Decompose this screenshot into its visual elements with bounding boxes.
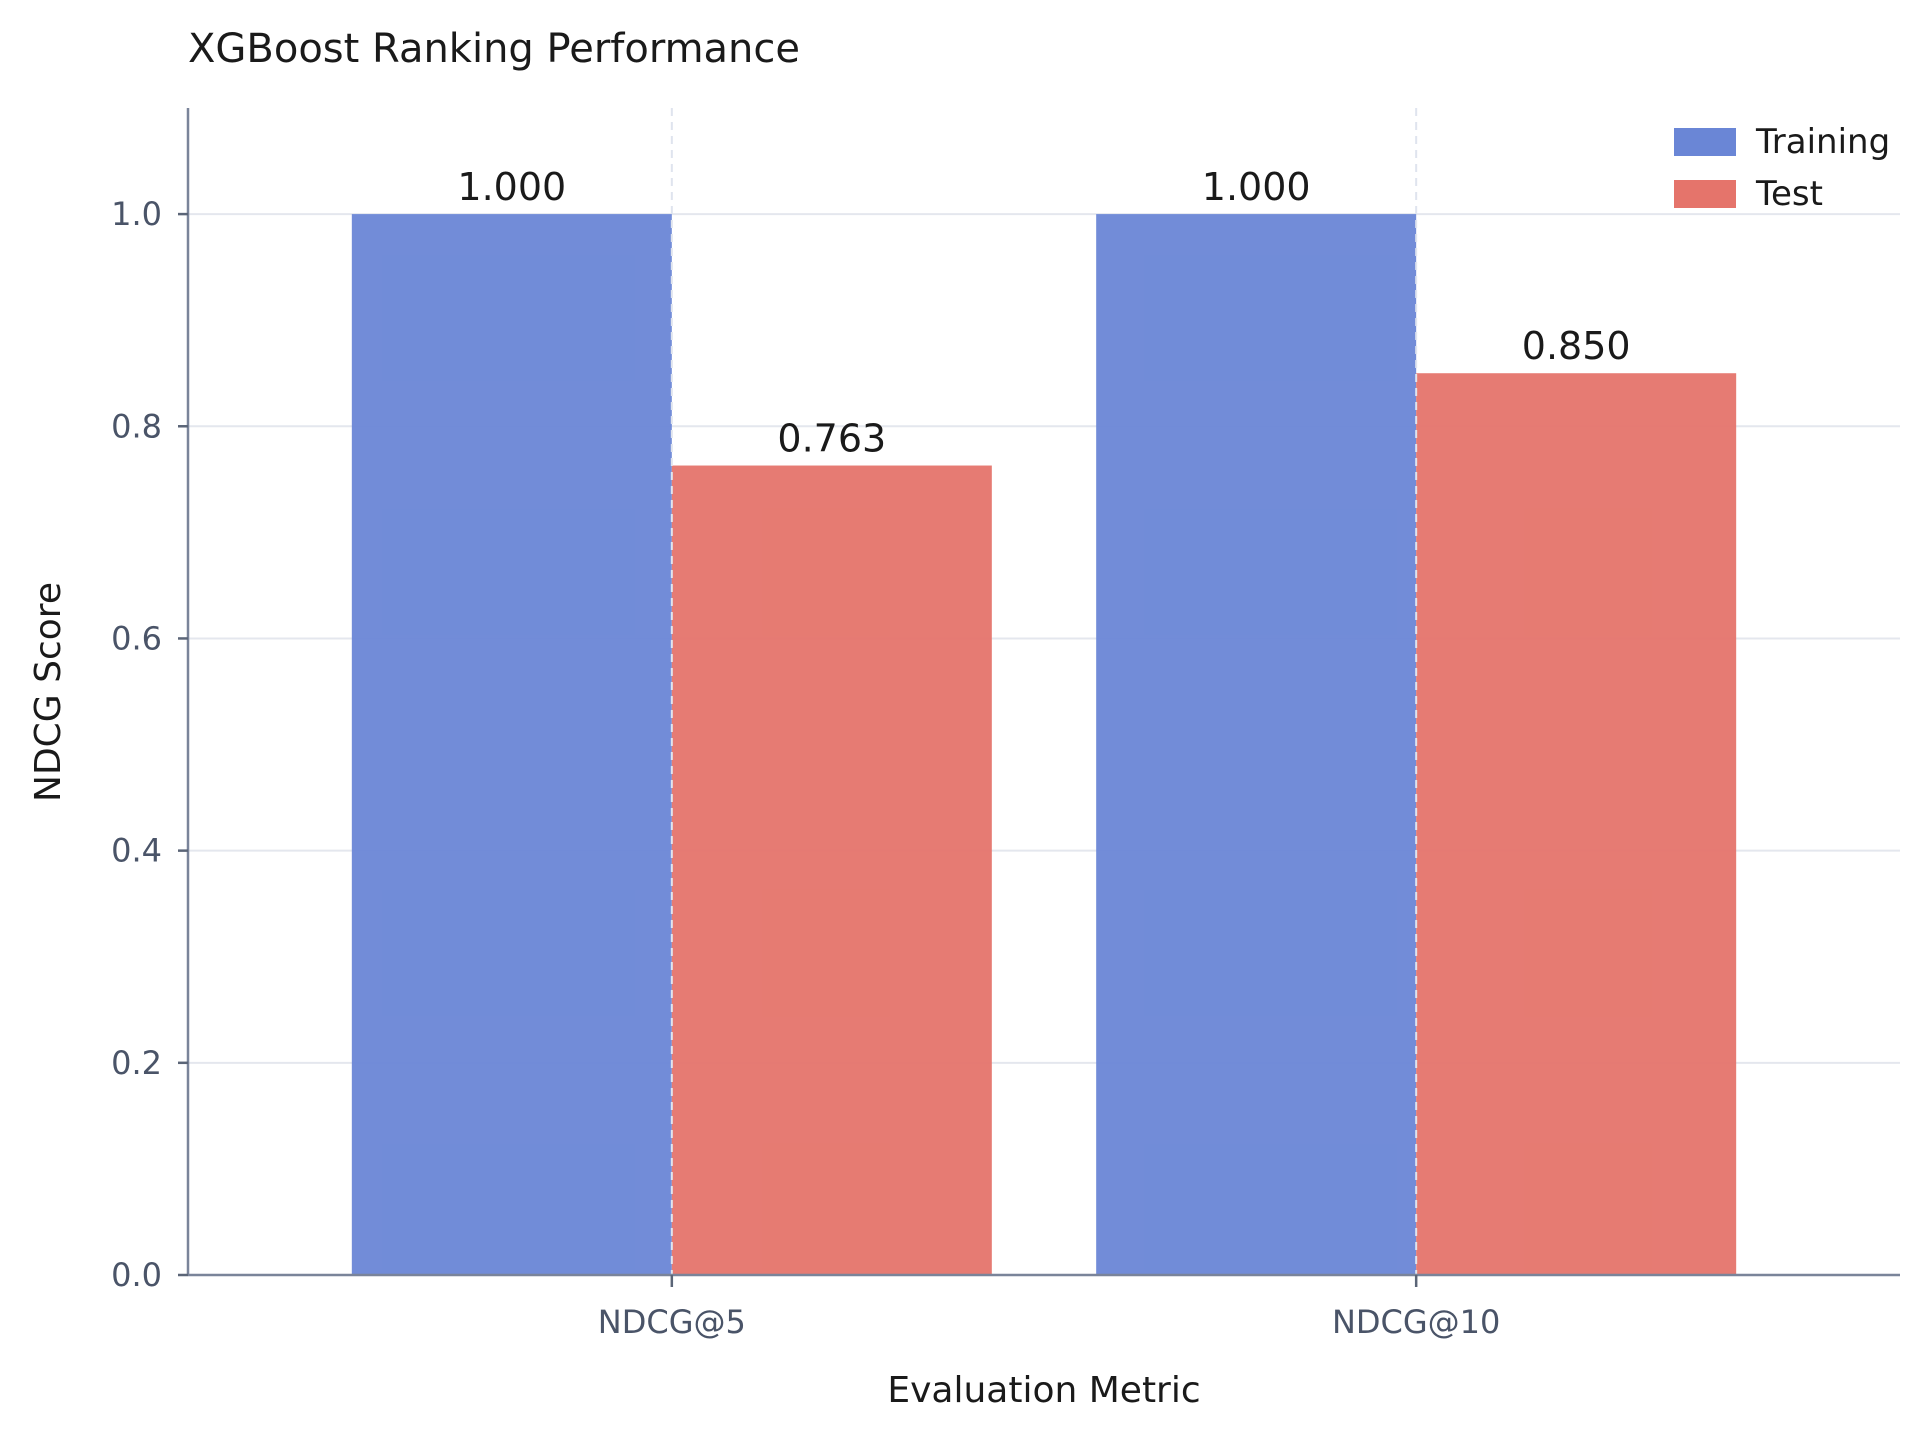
x-ticks: NDCG@5 NDCG@10	[598, 1275, 1500, 1341]
y-axis-label: NDCG Score	[28, 582, 69, 802]
bar-value-label: 0.763	[777, 417, 886, 461]
bar-test-ndcg-at-10	[1416, 373, 1737, 1275]
bars	[351, 214, 1737, 1275]
vertical-grid-lines	[670, 108, 1418, 1275]
bar-test-ndcg-at-5	[671, 465, 992, 1275]
y-tick-label: 0.8	[111, 407, 162, 445]
chart-title: XGBoost Ranking Performance	[188, 26, 800, 72]
y-tick-label: 1.0	[111, 195, 162, 233]
x-tick-label: NDCG@10	[1332, 1303, 1500, 1341]
legend-label-test: Test	[1755, 174, 1823, 214]
y-tick-label: 0.2	[111, 1044, 162, 1082]
x-tick-label: NDCG@5	[598, 1303, 746, 1341]
x-axis-label: Evaluation Metric	[887, 1370, 1200, 1411]
bar-value-label: 0.850	[1522, 324, 1631, 368]
bar-training-ndcg-at-5	[351, 214, 672, 1275]
y-tick-label: 0.0	[111, 1256, 162, 1294]
legend-swatch-training	[1674, 128, 1736, 156]
y-ticks: 0.0 0.2 0.4 0.6 0.8 1.0	[111, 195, 188, 1294]
bar-training-ndcg-at-10	[1096, 214, 1417, 1275]
y-tick-label: 0.4	[111, 832, 162, 870]
legend-swatch-test	[1674, 180, 1736, 208]
legend-label-training: Training	[1755, 122, 1890, 162]
bar-value-label: 1.000	[1202, 165, 1311, 209]
legend: Training Test	[1674, 122, 1890, 214]
value-labels: 1.000 0.763 1.000 0.850	[457, 165, 1630, 460]
bar-value-label: 1.000	[457, 165, 566, 209]
y-tick-label: 0.6	[111, 619, 162, 657]
